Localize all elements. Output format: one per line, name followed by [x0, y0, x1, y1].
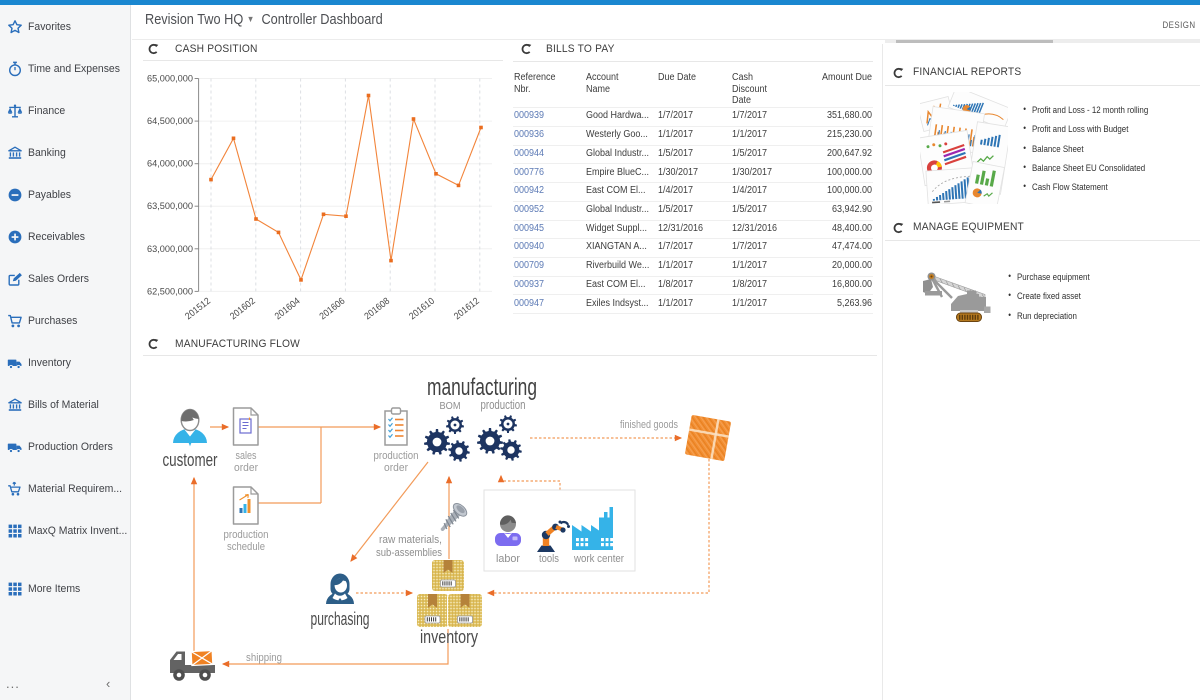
svg-text:201606: 201606: [318, 296, 348, 323]
svg-text:order: order: [234, 462, 258, 474]
svg-text:production: production: [374, 450, 419, 462]
svg-text:work center: work center: [573, 553, 624, 565]
svg-text:201602: 201602: [228, 296, 258, 323]
svg-text:201612: 201612: [452, 296, 482, 323]
svg-text:production: production: [481, 397, 526, 412]
svg-text:labor: labor: [496, 553, 520, 565]
svg-text:tools: tools: [539, 553, 559, 565]
svg-text:production: production: [224, 529, 269, 541]
svg-text:inventory: inventory: [420, 627, 478, 647]
svg-text:customer: customer: [163, 450, 218, 470]
svg-text:manufacturing: manufacturing: [427, 374, 537, 401]
svg-text:62,500,000: 62,500,000: [147, 286, 193, 297]
svg-text:order: order: [384, 462, 408, 474]
svg-text:201608: 201608: [362, 296, 392, 323]
svg-text:finished goods: finished goods: [620, 419, 678, 431]
svg-text:sales: sales: [236, 450, 257, 462]
svg-text:sub-assemblies: sub-assemblies: [376, 547, 442, 559]
svg-text:raw materials,: raw materials,: [379, 534, 442, 546]
svg-text:63,500,000: 63,500,000: [147, 201, 193, 212]
svg-text:201610: 201610: [407, 296, 437, 323]
svg-text:64,500,000: 64,500,000: [147, 116, 193, 127]
svg-text:64,000,000: 64,000,000: [147, 159, 193, 170]
svg-text:201604: 201604: [273, 296, 303, 323]
svg-text:schedule: schedule: [227, 541, 265, 553]
svg-text:shipping: shipping: [246, 652, 282, 664]
svg-text:purchasing: purchasing: [311, 609, 370, 629]
svg-text:63,000,000: 63,000,000: [147, 244, 193, 255]
svg-text:65,000,000: 65,000,000: [147, 74, 193, 85]
svg-text:201512: 201512: [183, 296, 213, 323]
svg-text:BOM: BOM: [440, 401, 461, 412]
